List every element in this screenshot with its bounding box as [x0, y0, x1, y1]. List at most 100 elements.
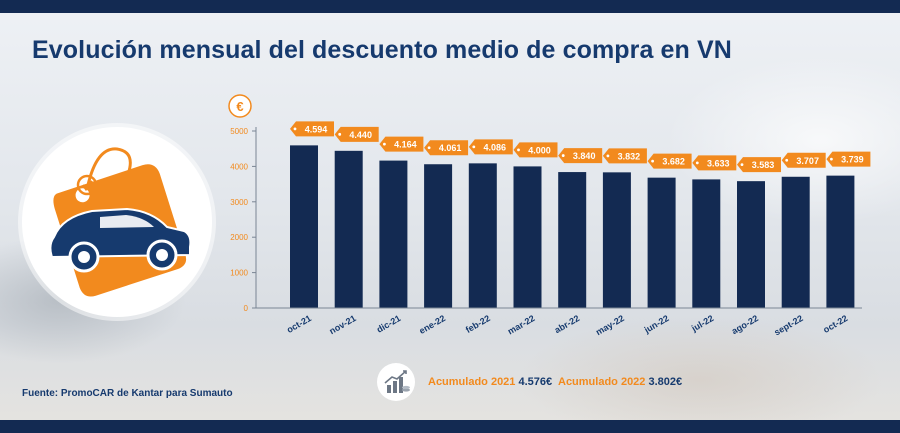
tag-hole — [472, 145, 476, 149]
bar — [468, 163, 497, 308]
value-label: 3.707 — [781, 152, 826, 168]
car-price-tag-icon — [49, 147, 192, 297]
value-tag — [692, 155, 737, 171]
x-axis: oct-21 nov-21 dic-21 ene-22 feb-22 mar-22 abr-… — [256, 307, 862, 337]
euro-icon: € — [228, 94, 252, 118]
tag-hole — [785, 158, 789, 162]
x-tick-label: dic-21 — [375, 313, 403, 335]
y-tick-label: 1000 — [230, 269, 248, 278]
accumulated-2022-value: 3.802€ — [648, 376, 683, 388]
value-tag — [468, 139, 513, 155]
value-tag — [602, 148, 647, 164]
x-tick-label: may-22 — [594, 313, 626, 337]
x-tick-label: jun-22 — [642, 313, 671, 335]
value-text: 4.164 — [394, 140, 417, 150]
value-label: 3.840 — [558, 148, 603, 164]
y-axis: €0 1000 2000 3000 4000 5000 — [228, 94, 257, 313]
bar — [781, 176, 810, 308]
value-label: 3.583 — [737, 157, 781, 173]
bar — [692, 179, 721, 308]
bar — [737, 181, 765, 308]
tag-hole — [651, 159, 654, 163]
value-labels: 4.594 4.440 4.164 4.061 4.086 4.000 3.840 3.832… — [290, 121, 871, 173]
tag-hole — [695, 161, 699, 165]
x-tick-label: abr-22 — [553, 313, 581, 335]
value-text: 3.832 — [618, 151, 641, 161]
value-label: 4.164 — [379, 136, 424, 152]
accumulated-2021: Acumulado 2021 4.576€ — [428, 376, 552, 388]
tag-hole — [740, 163, 744, 167]
value-text: 4.440 — [349, 130, 372, 140]
value-tag — [781, 152, 826, 168]
value-text: 4.594 — [305, 124, 328, 134]
value-tag — [513, 142, 558, 158]
x-tick-label: feb-22 — [464, 313, 492, 335]
value-tag — [424, 140, 469, 156]
growth-chart-coins-icon — [384, 370, 410, 393]
value-tag — [379, 136, 424, 152]
x-tick-label: ene-22 — [417, 313, 447, 336]
tag-hole — [338, 132, 342, 136]
x-tick-label: mar-22 — [506, 313, 537, 336]
currency-symbol: € — [236, 99, 243, 114]
value-label: 4.000 — [513, 142, 558, 158]
x-tick-label: oct-22 — [821, 313, 849, 335]
value-text: 4.086 — [484, 142, 507, 152]
value-label: 3.633 — [692, 155, 737, 171]
tag-hole — [427, 146, 431, 150]
value-tag — [290, 121, 334, 137]
bar — [290, 145, 318, 308]
x-tick-label: oct-21 — [285, 313, 313, 335]
source-note: Fuente: PromoCAR de Kantar para Sumauto — [22, 388, 233, 399]
value-label: 3.832 — [602, 148, 647, 164]
bar — [334, 150, 363, 308]
value-label: 4.061 — [424, 140, 469, 156]
x-tick-label: ago-22 — [730, 313, 760, 336]
value-label: 3.682 — [647, 153, 692, 169]
bar — [647, 177, 676, 308]
tag-hole — [561, 154, 565, 157]
bar — [424, 164, 453, 308]
x-tick-label: jul-22 — [689, 313, 715, 334]
value-tag — [826, 151, 871, 167]
value-label: 3.739 — [826, 151, 871, 167]
value-label: 4.086 — [468, 139, 513, 155]
y-tick-label: 0 — [244, 304, 249, 313]
top-bar — [0, 0, 900, 13]
tag-hole — [830, 157, 833, 161]
value-label: 4.440 — [334, 126, 379, 142]
bar — [558, 172, 587, 308]
value-tag — [558, 148, 603, 164]
value-tag — [737, 157, 781, 173]
car-badge — [22, 127, 212, 317]
value-label: 4.594 — [290, 121, 334, 137]
bars — [290, 145, 855, 308]
value-text: 3.739 — [841, 155, 864, 165]
tag-hole — [517, 148, 520, 152]
accumulated-2022: Acumulado 2022 3.802€ — [558, 376, 682, 388]
value-text: 3.707 — [796, 156, 819, 166]
accumulated-2021-label: Acumulado 2021 — [428, 376, 516, 388]
x-tick-label: sept-22 — [772, 313, 804, 337]
value-text: 3.682 — [662, 157, 685, 167]
value-text: 3.583 — [752, 160, 775, 170]
value-text: 3.840 — [573, 151, 596, 161]
tag-hole — [293, 127, 297, 131]
value-text: 3.633 — [707, 158, 730, 168]
y-tick-label: 5000 — [230, 127, 248, 136]
bar — [513, 166, 542, 308]
page-title: Evolución mensual del descuento medio de… — [32, 36, 732, 64]
y-tick-label: 3000 — [230, 198, 248, 207]
accumulated-2021-value: 4.576€ — [518, 376, 553, 388]
bar — [826, 175, 855, 308]
bar — [602, 172, 631, 308]
bar — [379, 160, 408, 308]
value-tag — [334, 126, 379, 142]
value-tag — [647, 153, 692, 169]
value-text: 4.000 — [528, 145, 551, 155]
tag-hole — [383, 142, 386, 146]
x-tick-label: nov-21 — [328, 313, 358, 336]
y-tick-label: 2000 — [230, 233, 248, 242]
tag-hole — [606, 154, 610, 158]
